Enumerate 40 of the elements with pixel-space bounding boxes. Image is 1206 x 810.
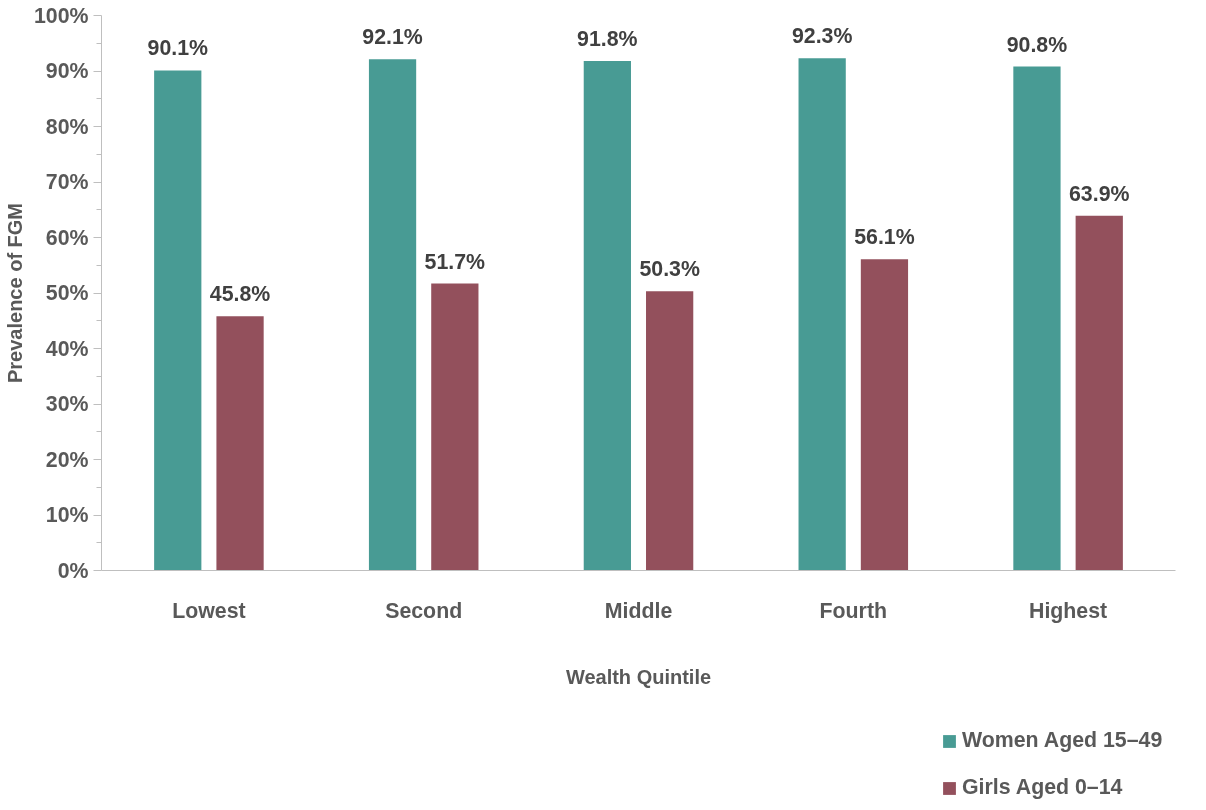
data-label: 91.8%	[577, 27, 638, 52]
bar	[154, 70, 202, 571]
bar	[216, 316, 264, 571]
y-tick-label: 70%	[45, 170, 89, 194]
y-tick-label: 50%	[45, 281, 89, 305]
data-label: 50.3%	[639, 257, 700, 282]
x-tick-label: Middle	[604, 598, 673, 623]
data-label: 90.1%	[147, 36, 209, 61]
data-label: 63.9%	[1069, 181, 1130, 206]
legend-label: Women Aged 15–49	[962, 728, 1163, 753]
x-tick-label: Highest	[1028, 598, 1108, 623]
y-tick-label: 80%	[45, 114, 89, 139]
x-tick-label: Second	[385, 598, 463, 623]
y-tick-label: 40%	[45, 336, 89, 361]
bar	[860, 259, 909, 571]
x-axis-title: Wealth Quintile	[565, 665, 712, 688]
bar	[646, 291, 694, 571]
bar	[1013, 66, 1061, 571]
data-label: 45.8%	[209, 282, 271, 307]
x-tick-label: Lowest	[172, 598, 246, 623]
data-label: 51.7%	[424, 249, 486, 274]
bar	[368, 59, 417, 571]
bar	[583, 61, 631, 571]
data-label: 90.8%	[1006, 32, 1068, 57]
legend-label: Girls Aged 0–14	[962, 775, 1123, 800]
bar	[798, 58, 846, 571]
data-label: 92.3%	[791, 24, 853, 49]
bar	[1075, 215, 1123, 571]
y-tick-label: 90%	[45, 59, 89, 83]
bar	[431, 283, 479, 571]
y-tick-label: 100%	[33, 3, 89, 28]
x-tick-label: Fourth	[819, 598, 888, 623]
y-tick-label: 30%	[45, 392, 89, 416]
y-tick-label: 0%	[57, 558, 89, 583]
y-tick-label: 10%	[45, 503, 89, 527]
y-tick-label: 60%	[45, 225, 89, 250]
data-label: 92.1%	[362, 25, 423, 50]
data-label: 56.1%	[854, 225, 915, 250]
y-tick-label: 20%	[45, 447, 89, 472]
y-axis-title: Prevalence of FGM	[3, 202, 26, 384]
